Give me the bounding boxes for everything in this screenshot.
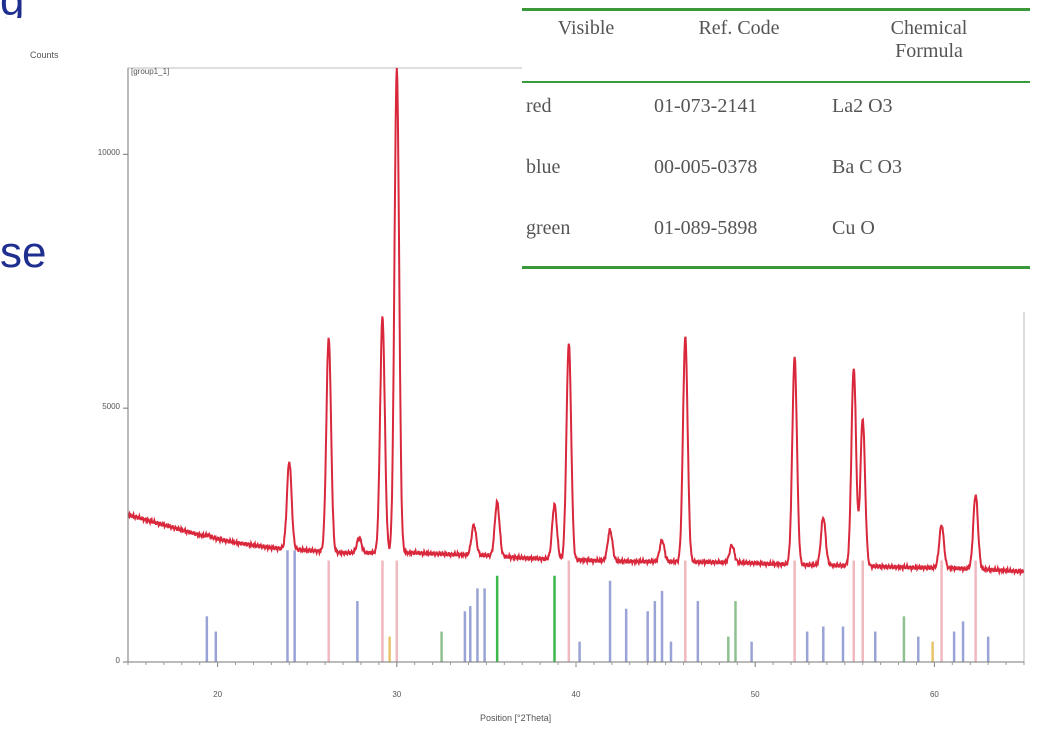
cell-ref-code: 01-073-2141 [654,95,758,117]
table-row: green 01-089-5898 Cu O [522,205,1030,268]
slide-title-fragment: g [0,0,60,18]
x-tick-label: 20 [213,690,223,699]
cell-formula: La2 O3 [832,95,893,117]
y-tick-label: 10000 [97,148,120,158]
cell-visible: green [526,217,571,239]
cell-ref-code: 01-089-5898 [654,217,758,239]
slide-text-fragment: se [0,228,47,277]
x-tick-label: 30 [392,690,402,699]
table-row: red 01-073-2141 La2 O3 [522,82,1030,144]
y-axis-label: Counts [30,50,59,60]
reference-sticks-layer [205,550,990,662]
measured-pattern-layer [127,67,1025,577]
measured-pattern-line [127,67,1025,577]
cell-visible: blue [526,156,561,178]
chart-title: [group1_1] [131,67,170,76]
axes [123,68,1025,667]
x-tick-label: 60 [929,690,939,699]
x-tick-label: 40 [571,690,581,699]
y-tick-label: 0 [115,656,120,665]
cell-ref-code: 00-005-0378 [654,156,758,178]
table-header-row: Visible Ref. Code Chemical Formula [522,9,1030,82]
y-tick-label: 5000 [102,402,120,412]
header-chemical-formula: Chemical Formula [890,17,968,62]
header-ref-code: Ref. Code [698,17,780,39]
phase-table: Visible Ref. Code Chemical Formula red 0… [522,8,1030,269]
x-axis-label: Position [°2Theta] [480,713,552,723]
header-visible: Visible [557,17,615,39]
table-row: blue 00-005-0378 Ba C O3 [522,144,1030,205]
cell-visible: red [526,95,552,117]
cell-formula: Cu O [832,217,875,239]
phase-legend: Visible Ref. Code Chemical Formula red 0… [522,0,1032,312]
x-tick-label: 50 [750,690,760,699]
cell-formula: Ba C O3 [832,156,902,178]
